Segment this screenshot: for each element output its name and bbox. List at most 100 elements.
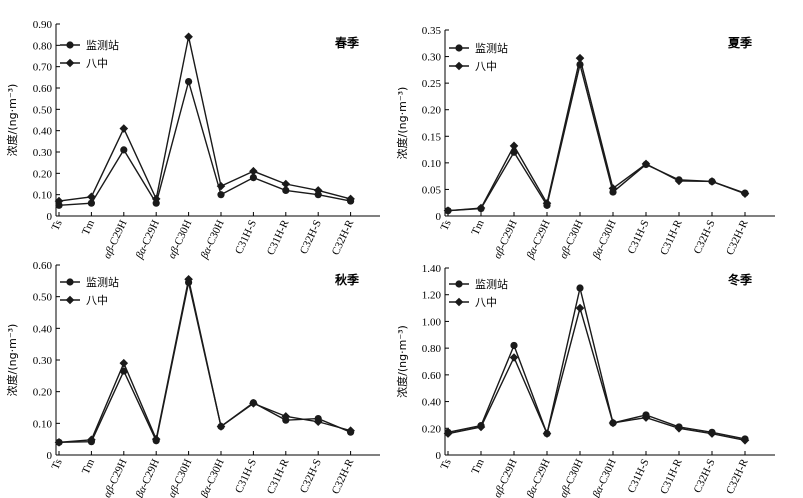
y-axis-title: 浓度/(ng·m⁻³)	[395, 87, 409, 160]
x-tick-label-prefix: αβ	[101, 245, 117, 261]
series-line-1	[58, 78, 351, 207]
x-tick-label: C32H-S	[692, 218, 718, 256]
x-tick-label: αβ-C29H	[491, 218, 519, 260]
series-line-2	[58, 36, 351, 202]
series-line-2	[447, 305, 746, 441]
x-tick-label-text: -C30H	[595, 218, 619, 250]
data-point	[120, 146, 128, 154]
y-tick-label: 0.70	[33, 62, 53, 74]
x-tick-label-prefix: βα	[133, 484, 149, 498]
data-point	[476, 203, 486, 213]
y-tick-label: 0.80	[33, 40, 53, 52]
x-tick-label-text: Tm	[469, 457, 487, 476]
chart-title: 冬季	[728, 272, 753, 287]
x-tick-label: C32H-R	[330, 218, 357, 257]
x-tick-label-text: -C30H	[562, 218, 586, 250]
data-point	[151, 194, 161, 204]
legend-label: 八中	[86, 294, 108, 307]
y-tick-label: 0.10	[33, 418, 53, 430]
data-point	[54, 438, 64, 447]
x-tick-label-text: Tm	[80, 218, 98, 237]
x-tick-label-text: Ts	[50, 457, 65, 471]
y-tick-label: 0.30	[33, 147, 53, 159]
x-tick-label-text: Ts	[439, 218, 454, 232]
data-point	[54, 196, 64, 206]
data-point	[509, 141, 519, 151]
y-tick-label: 0.40	[33, 126, 53, 138]
y-tick-label: 0.35	[422, 25, 442, 37]
x-tick-label: βα-C30H	[198, 218, 227, 261]
x-tick-label-text: -C30H	[562, 457, 586, 489]
x-tick-label: C32H-R	[330, 457, 357, 496]
x-tick-label-text: C32H-S	[692, 218, 718, 256]
data-point	[184, 32, 193, 42]
y-tick-label: 0	[47, 211, 53, 223]
legend-label: 监测站	[475, 277, 508, 291]
x-tick-label-text: C32H-S	[692, 457, 718, 495]
x-tick-label-prefix: αβ	[491, 245, 507, 261]
x-tick-label-text: -C30H	[595, 457, 619, 489]
data-point	[249, 174, 257, 182]
data-point	[740, 436, 750, 445]
data-point	[281, 179, 291, 189]
data-point	[282, 186, 290, 194]
y-tick-label: 0	[436, 450, 442, 462]
series-line-2	[58, 279, 351, 444]
x-tick-label-text: -C29H	[106, 457, 130, 489]
data-point	[575, 53, 585, 63]
legend-label: 八中	[475, 60, 497, 73]
legend-label: 监测站	[86, 38, 119, 52]
x-tick-label-text: -C30H	[171, 457, 195, 489]
x-tick-label-text: C31H-S	[626, 457, 652, 495]
x-tick-label-text: C32H-R	[330, 218, 357, 257]
x-tick-label: C32H-R	[724, 457, 751, 496]
y-tick-label: 0.15	[422, 131, 442, 143]
y-tick-label: 0.05	[422, 184, 442, 196]
x-tick-label-text: -C30H	[171, 218, 195, 250]
x-tick-label-text: C32H-R	[724, 218, 751, 257]
legend-marker	[66, 278, 74, 286]
series-line-1	[447, 64, 746, 212]
legend-marker	[454, 297, 464, 307]
x-tick-label-text: -C29H	[138, 457, 162, 489]
x-tick-label: Ts	[439, 457, 454, 471]
x-tick-label-text: C32H-S	[298, 457, 324, 495]
x-tick-label-text: Tm	[469, 218, 487, 237]
x-tick-label-prefix: βα	[590, 484, 606, 498]
y-tick-label: 0.10	[33, 190, 53, 202]
legend-label: 监测站	[475, 41, 508, 55]
data-point	[510, 341, 518, 350]
data-point	[119, 124, 129, 133]
series-line-2	[447, 57, 746, 212]
x-tick-label-text: Tm	[80, 457, 98, 476]
x-tick-label-text: C31H-S	[233, 218, 259, 256]
legend-marker	[455, 44, 463, 52]
x-tick-label-text: -C30H	[203, 218, 227, 250]
x-tick-label-text: C32H-S	[298, 218, 324, 256]
x-tick-label-text: -C29H	[106, 218, 130, 250]
x-tick-label-text: -C29H	[496, 457, 520, 489]
series-line-1	[447, 287, 746, 440]
y-tick-label: 0.60	[33, 83, 53, 95]
x-tick-label-prefix: αβ	[557, 245, 573, 261]
y-tick-label: 1.00	[422, 316, 442, 328]
y-tick-label: 0	[436, 211, 442, 223]
y-tick-label: 0.80	[422, 343, 442, 355]
legend-label: 八中	[475, 296, 497, 309]
x-tick-label: Tm	[80, 457, 98, 476]
x-tick-label: βα-C29H	[133, 457, 162, 498]
chart-title: 秋季	[335, 272, 360, 287]
x-tick-label: Ts	[439, 218, 454, 232]
x-tick-label: βα-C30H	[590, 457, 619, 498]
x-tick-label: C31H-R	[658, 218, 685, 257]
x-tick-label: C31H-S	[626, 218, 652, 256]
legend-label: 八中	[86, 57, 108, 70]
x-tick-label: βα-C29H	[524, 457, 553, 498]
y-tick-label: 0.20	[33, 168, 53, 180]
data-point	[184, 274, 193, 284]
data-point	[313, 186, 323, 195]
x-tick-label: βα-C29H	[133, 218, 162, 261]
x-tick-label: βα-C30H	[198, 457, 227, 498]
x-tick-label-text: C32H-R	[330, 457, 357, 496]
